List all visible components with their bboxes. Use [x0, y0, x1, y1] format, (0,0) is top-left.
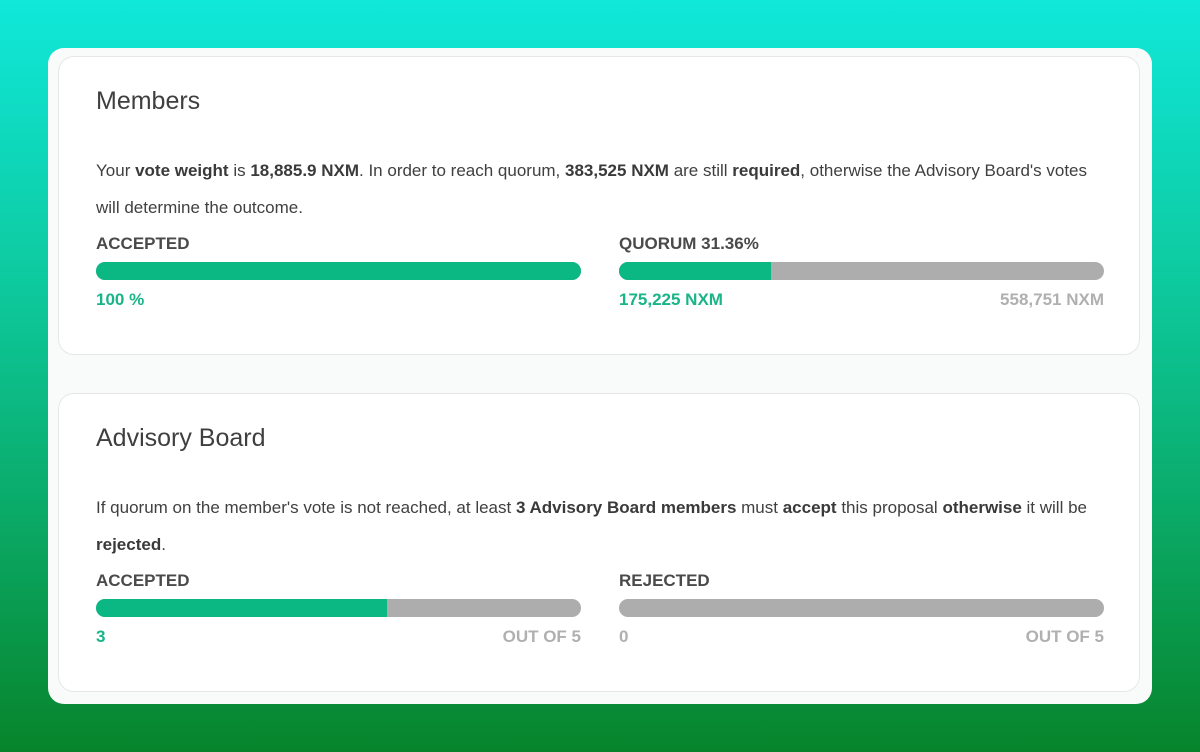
desc-text: If quorum on the member's vote is not re… [96, 498, 516, 517]
progress-track [619, 599, 1104, 617]
meter-label: QUORUM 31.36% [619, 234, 759, 253]
meter-label: ACCEPTED [96, 571, 190, 590]
desc-bold: vote weight [135, 161, 229, 180]
vote-weight-value: 18,885.9 NXM [250, 161, 360, 180]
desc-bold: required [732, 161, 801, 180]
accepted-percent: 100 % [96, 290, 145, 309]
desc-text: , otherwise the Advisory Board's votes w… [96, 161, 1088, 217]
board-rejected-meter: REJECTED 0 OUT OF 5 [619, 571, 1104, 649]
desc-bold: accept [782, 498, 837, 517]
desc-bold: rejected [96, 535, 162, 554]
desc-text: Your [96, 161, 136, 180]
meter-label: ACCEPTED [96, 234, 190, 253]
members-quorum-meter: QUORUM 31.36% 175,225 NXM 558,751 NXM [619, 234, 1104, 312]
desc-text: it will be [1021, 498, 1087, 517]
accepted-out-of: OUT OF 5 [502, 627, 581, 646]
desc-bold: 3 Advisory Board members [515, 498, 737, 517]
board-accepted-meter: ACCEPTED 3 OUT OF 5 [96, 571, 581, 649]
rejected-out-of: OUT OF 5 [1025, 627, 1104, 646]
progress-fill [96, 262, 581, 280]
progress-track [96, 599, 581, 617]
accepted-count: 3 [96, 627, 106, 646]
board-description: If quorum on the member's vote is not re… [96, 489, 1106, 563]
members-title: Members [96, 87, 201, 115]
advisory-board-card: Advisory Board If quorum on the member's… [58, 393, 1140, 692]
meter-label: REJECTED [619, 571, 710, 590]
desc-text: . [161, 535, 166, 554]
desc-text: is [228, 161, 251, 180]
members-accepted-meter: ACCEPTED 100 % [96, 234, 581, 312]
required-value: 383,525 NXM [565, 161, 669, 180]
desc-text: this proposal [836, 498, 943, 517]
voting-panel: Members Your vote weight is 18,885.9 NXM… [48, 48, 1152, 704]
desc-bold: otherwise [942, 498, 1022, 517]
desc-text: are still [668, 161, 733, 180]
progress-fill [96, 599, 387, 617]
quorum-current: 175,225 NXM [619, 290, 723, 309]
quorum-total: 558,751 NXM [1000, 290, 1104, 309]
progress-track [619, 262, 1104, 280]
members-card: Members Your vote weight is 18,885.9 NXM… [58, 56, 1140, 355]
rejected-count: 0 [619, 627, 629, 646]
board-title: Advisory Board [96, 424, 266, 452]
members-description: Your vote weight is 18,885.9 NXM. In ord… [96, 152, 1106, 226]
progress-fill [619, 262, 772, 280]
desc-text: must [736, 498, 783, 517]
progress-track [96, 262, 581, 280]
desc-text: . In order to reach quorum, [359, 161, 566, 180]
